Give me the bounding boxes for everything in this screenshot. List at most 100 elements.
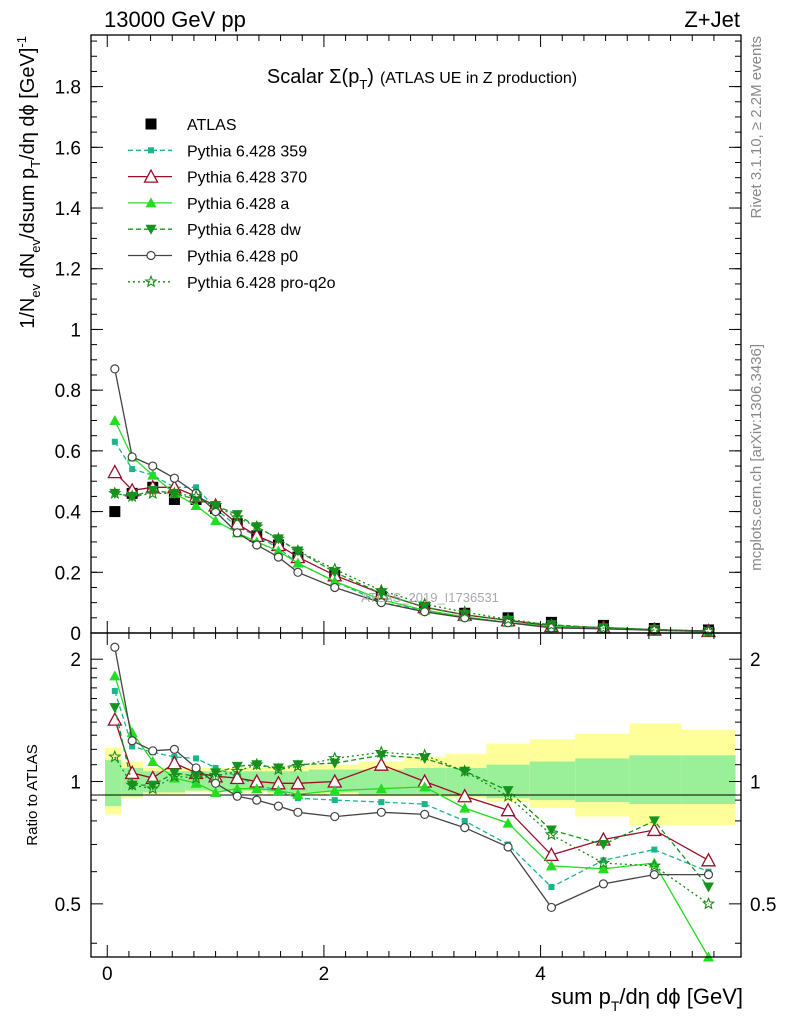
- ratio-y-tick-label: 2: [70, 650, 81, 671]
- data-point: [501, 612, 515, 626]
- main-ticks: 0 0.2 0.4 0.6 0.8 1 1.2 1.4 1.6 1.8: [55, 35, 741, 645]
- ratio-panel: 0.5 0.5 1 1 2 2 0 2 4 Ratio to ATLAS sum pT/dη d…: [24, 632, 776, 1014]
- data-point: [503, 842, 513, 852]
- header-right: Z+Jet: [684, 7, 740, 32]
- data-point: [548, 884, 555, 891]
- data-point: [701, 624, 716, 638]
- data-point: [458, 605, 472, 618]
- data-point: [166, 755, 183, 770]
- legend-entry: Pythia 6.428 dw: [128, 222, 301, 239]
- data-point: [210, 786, 222, 797]
- legend-label: ATLAS: [187, 117, 237, 134]
- data-point: [210, 515, 222, 526]
- data-point: [293, 567, 303, 577]
- data-point: [127, 736, 137, 746]
- data-point: [109, 670, 121, 681]
- y-tick-label: 1.4: [55, 199, 82, 220]
- data-point: [329, 575, 341, 586]
- y-tick-label: 1.8: [55, 78, 81, 99]
- data-point: [109, 703, 121, 714]
- data-point: [646, 822, 662, 837]
- data-point: [109, 506, 121, 518]
- data-point: [193, 755, 200, 762]
- data-point: [169, 744, 180, 754]
- data-point: [417, 597, 432, 610]
- data-point: [502, 817, 514, 828]
- data-point: [420, 607, 430, 617]
- data-point: [378, 799, 385, 806]
- data-point: [189, 770, 203, 784]
- side-mcplots-label: mcplots.cern.ch [arXiv:1306.3436]: [748, 344, 765, 571]
- data-point: [703, 870, 714, 880]
- y-tick-label: 0.8: [55, 381, 81, 402]
- data-point: [328, 562, 342, 575]
- ratio-y-tick-label-right: 1: [750, 773, 761, 794]
- x-axis-label: sum pT/dη dϕ [GeV]: [551, 984, 743, 1014]
- legend-label: Pythia 6.428 370: [187, 170, 307, 187]
- data-point: [373, 756, 389, 771]
- legend-entry: Pythia 6.428 pro-q2o: [128, 274, 336, 292]
- data-point: [191, 763, 201, 773]
- data-point: [125, 778, 139, 791]
- data-point: [374, 583, 389, 597]
- data-point: [168, 768, 180, 779]
- data-point: [419, 781, 431, 792]
- legend-label: Pythia 6.428 a: [187, 196, 289, 213]
- band-inner: [529, 761, 576, 801]
- data-point: [193, 484, 200, 491]
- data-point: [147, 485, 159, 496]
- data-point: [273, 552, 284, 562]
- data-point: [125, 489, 139, 503]
- data-point: [272, 545, 284, 556]
- data-point: [292, 788, 304, 799]
- y-tick-label: 0: [70, 624, 81, 645]
- data-point: [231, 510, 243, 521]
- data-point: [375, 783, 387, 794]
- series-pythia-6-428-p0: [110, 642, 714, 913]
- plot-title: Scalar Σ(pT) (ATLAS UE in Z production): [267, 66, 577, 92]
- legend-entry: Pythia 6.428 370: [128, 168, 307, 187]
- data-point: [129, 743, 136, 750]
- series-line: [114, 751, 709, 905]
- y-tick-label: 0.6: [55, 442, 81, 463]
- data-point: [293, 807, 303, 817]
- data-point: [459, 802, 471, 813]
- legend-marker: [145, 197, 157, 208]
- legend-label: Pythia 6.428 p0: [187, 249, 298, 266]
- legend-entry: Pythia 6.428 a: [128, 196, 289, 213]
- data-point: [107, 464, 123, 479]
- data-point: [648, 816, 660, 827]
- ratio-ticks: 0.5 0.5 1 1 2 2 0 2 4: [55, 633, 776, 985]
- data-point: [417, 748, 432, 762]
- data-point: [190, 777, 202, 788]
- ratio-data-layer: [107, 642, 717, 962]
- data-point: [500, 802, 516, 817]
- data-point: [190, 771, 202, 782]
- data-point: [543, 846, 560, 862]
- ratio-y-tick-label: 1: [70, 773, 81, 794]
- data-point: [110, 364, 120, 374]
- legend-marker: [144, 274, 158, 288]
- data-point: [460, 823, 470, 833]
- ratio-y-tick-label: 0.5: [55, 895, 81, 916]
- ratio-y-tick-label-right: 0.5: [750, 895, 776, 916]
- header-left: 13000 GeV pp: [104, 7, 246, 32]
- data-point: [146, 781, 160, 795]
- data-point: [376, 807, 386, 817]
- data-point: [596, 856, 610, 869]
- data-point: [374, 745, 389, 759]
- data-point: [292, 760, 304, 771]
- data-point: [331, 797, 338, 804]
- data-point: [290, 775, 306, 790]
- data-point: [230, 510, 244, 524]
- legend-label: Pythia 6.428 dw: [187, 222, 301, 239]
- data-point: [108, 486, 122, 500]
- data-point: [232, 791, 242, 801]
- data-point: [169, 473, 180, 483]
- legend-label: Pythia 6.428 pro-q2o: [187, 275, 336, 292]
- data-point: [272, 763, 284, 774]
- data-point: [273, 801, 284, 811]
- main-panel: ATLAS_2019_I1736531 0 0.2 0.4 0.6 0.8 1 1.2 1.4…: [14, 34, 742, 645]
- data-point: [189, 489, 203, 503]
- legend-marker: [148, 147, 154, 154]
